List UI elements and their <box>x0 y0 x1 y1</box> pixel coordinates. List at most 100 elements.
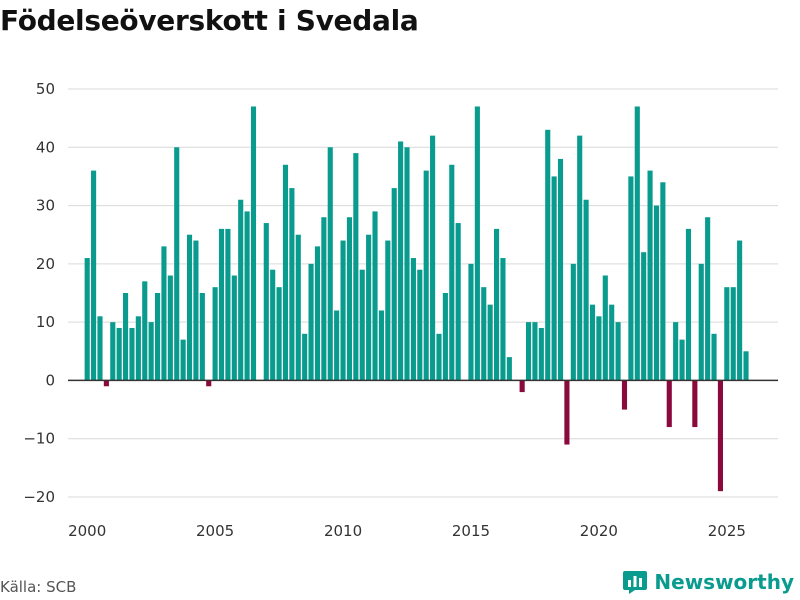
bar <box>142 281 148 381</box>
bar <box>385 240 391 381</box>
bar <box>167 275 173 381</box>
bar <box>391 188 397 381</box>
bar <box>609 304 615 381</box>
bar <box>180 339 186 381</box>
bar <box>417 269 423 381</box>
x-tick-label: 2025 <box>708 522 746 540</box>
bar <box>282 164 289 381</box>
bar <box>199 293 205 381</box>
bar <box>295 234 301 381</box>
bar <box>653 205 660 381</box>
bar <box>557 158 564 381</box>
bar <box>84 258 90 381</box>
bar <box>372 211 378 381</box>
bar-negative <box>519 380 525 393</box>
bar <box>685 228 692 381</box>
bar <box>455 223 461 381</box>
bar <box>532 322 538 381</box>
bar <box>123 293 129 381</box>
bar <box>525 322 532 381</box>
y-axis-ticks: −20 −10 0 10 20 30 40 50 <box>23 80 55 506</box>
bar <box>263 223 269 381</box>
bar <box>506 357 512 381</box>
bar <box>474 106 480 381</box>
bar <box>442 293 448 381</box>
y-tick-label: −10 <box>23 430 55 448</box>
y-tick-label: −20 <box>23 488 55 506</box>
bar <box>154 293 161 381</box>
bar <box>481 287 487 381</box>
bar <box>116 327 122 381</box>
y-tick-label: 50 <box>36 80 55 98</box>
x-tick-label: 2005 <box>196 522 234 540</box>
bar <box>570 263 576 381</box>
bar <box>302 333 308 381</box>
bar <box>340 240 346 381</box>
bar <box>161 246 167 381</box>
y-tick-label: 30 <box>36 197 55 215</box>
source-label: Källa: SCB <box>0 578 77 596</box>
bar <box>135 316 141 381</box>
bar <box>366 234 372 381</box>
bar <box>244 211 250 381</box>
bar <box>647 170 653 381</box>
x-axis-ticks: 2000 2005 2010 2015 2020 2025 <box>68 522 746 540</box>
bar <box>238 199 244 381</box>
bar <box>538 327 544 381</box>
bar <box>193 240 199 381</box>
bar <box>225 228 231 381</box>
bar <box>430 135 436 381</box>
chart-title: Födelseöverskott i Svedala <box>0 4 419 37</box>
bar <box>231 275 237 381</box>
bar <box>705 217 711 381</box>
bar <box>404 147 410 381</box>
bar <box>596 316 602 381</box>
bar <box>673 322 679 381</box>
bar <box>500 258 506 381</box>
y-tick-label: 10 <box>36 313 55 331</box>
bar <box>577 135 583 381</box>
bar <box>250 106 257 381</box>
newsworthy-logo-icon <box>623 571 648 594</box>
bar <box>410 258 416 381</box>
bar <box>628 176 634 381</box>
bar-negative <box>206 380 212 387</box>
bar <box>321 217 327 381</box>
bar <box>353 153 359 381</box>
x-tick-label: 2015 <box>452 522 490 540</box>
bar <box>91 170 97 381</box>
y-tick-label: 40 <box>36 138 55 156</box>
bar <box>730 287 736 381</box>
bar <box>129 327 135 381</box>
bar <box>174 147 180 381</box>
bar <box>334 310 340 381</box>
y-tick-label: 20 <box>36 255 55 273</box>
bar <box>615 322 621 381</box>
bar <box>583 199 589 381</box>
bar <box>327 147 333 381</box>
bar <box>589 304 596 381</box>
bar <box>487 304 493 381</box>
bar <box>276 287 282 381</box>
bar <box>545 129 551 381</box>
bar-negative <box>564 380 570 445</box>
brand-name: Newsworthy <box>654 570 794 594</box>
bar <box>314 246 321 381</box>
bar <box>698 263 704 381</box>
bar <box>641 252 647 381</box>
bar <box>186 234 193 381</box>
bar <box>660 182 666 381</box>
bars <box>84 106 749 492</box>
bar <box>270 269 276 381</box>
bar-negative <box>692 380 698 428</box>
y-tick-label: 0 <box>45 371 55 389</box>
bar <box>743 351 749 381</box>
bar <box>148 322 154 381</box>
bar <box>378 310 384 381</box>
bar-negative <box>717 380 723 492</box>
brand-logo[interactable]: Newsworthy <box>622 569 794 595</box>
x-tick-label: 2000 <box>68 522 106 540</box>
bar <box>97 316 103 381</box>
bar <box>289 188 295 381</box>
